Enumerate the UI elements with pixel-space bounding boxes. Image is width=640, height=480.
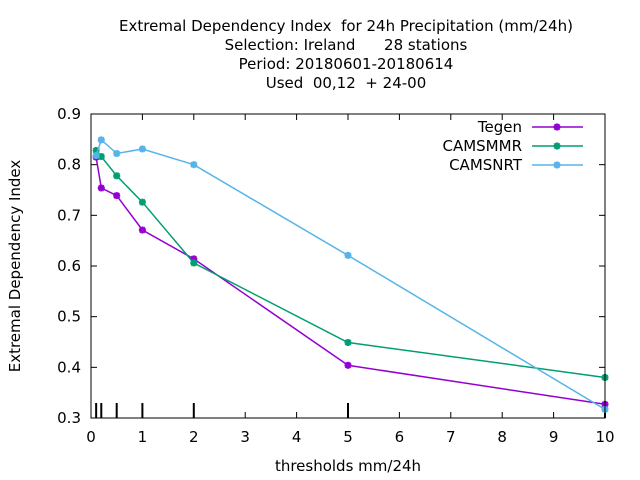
data-point [97,153,105,160]
title-line-2: Selection: Ireland 28 stations [224,36,468,54]
x-tick-label: 0 [86,428,96,446]
threshold-marker-layer [95,403,606,418]
series-camsmmr [92,146,609,381]
title-line-4: Used 00,12 + 24-00 [265,74,427,92]
y-tick-label: 0.6 [57,257,81,275]
y-tick-label: 0.8 [57,156,81,174]
data-point [113,172,121,180]
series-layer [92,136,609,413]
x-tick-label: 10 [595,428,614,446]
data-point [553,142,561,150]
data-point [344,361,352,369]
title-line-1: Extremal Dependency Index for 24h Precip… [119,17,573,35]
data-point [139,145,146,153]
x-tick-label: 2 [189,428,199,446]
x-tick-label: 3 [240,428,250,446]
x-tick-label: 5 [343,428,353,446]
legend-label: CAMSNRT [449,156,523,174]
plot-frame [90,113,606,419]
data-point [113,192,121,199]
data-point [344,251,352,259]
data-point [97,136,105,144]
data-point [553,161,561,169]
x-tick-label: 7 [446,428,456,446]
x-tick-label: 8 [497,428,507,446]
data-point [92,152,100,159]
series-tegen [92,153,609,408]
title-line-3: Period: 20180601-20180614 [238,55,454,73]
y-tick-label: 0.5 [57,308,81,326]
data-point [139,198,146,206]
series-line [95,138,606,411]
data-point [190,161,198,169]
y-tick-label: 0.4 [57,358,81,376]
y-tick-label: 0.9 [57,105,81,123]
x-axis-label: thresholds mm/24h [275,457,421,475]
chart-title: Extremal Dependency Index for 24h Precip… [0,17,640,93]
x-tick-label: 6 [395,428,405,446]
data-point [113,150,121,157]
y-axis-label: Extremal Dependency Index [6,160,24,373]
series-camsnrt [92,136,609,413]
x-tick-label: 9 [549,428,559,446]
data-point [190,259,198,267]
legend-label: Tegen [477,118,522,136]
x-tick-label: 4 [292,428,302,446]
tick-layer: 0.3 0.4 0.5 0.6 0.7 0.8 0.9 0 1 2 3 4 5 6 7 8 9 10 [57,105,614,446]
data-point [139,226,146,234]
data-point [97,184,105,192]
y-tick-label: 0.7 [57,206,81,224]
data-point [553,123,561,131]
x-tick-label: 1 [138,428,148,446]
data-point [344,339,352,346]
legend-label: CAMSMMR [442,137,522,155]
y-tick-label: 0.3 [57,409,81,427]
